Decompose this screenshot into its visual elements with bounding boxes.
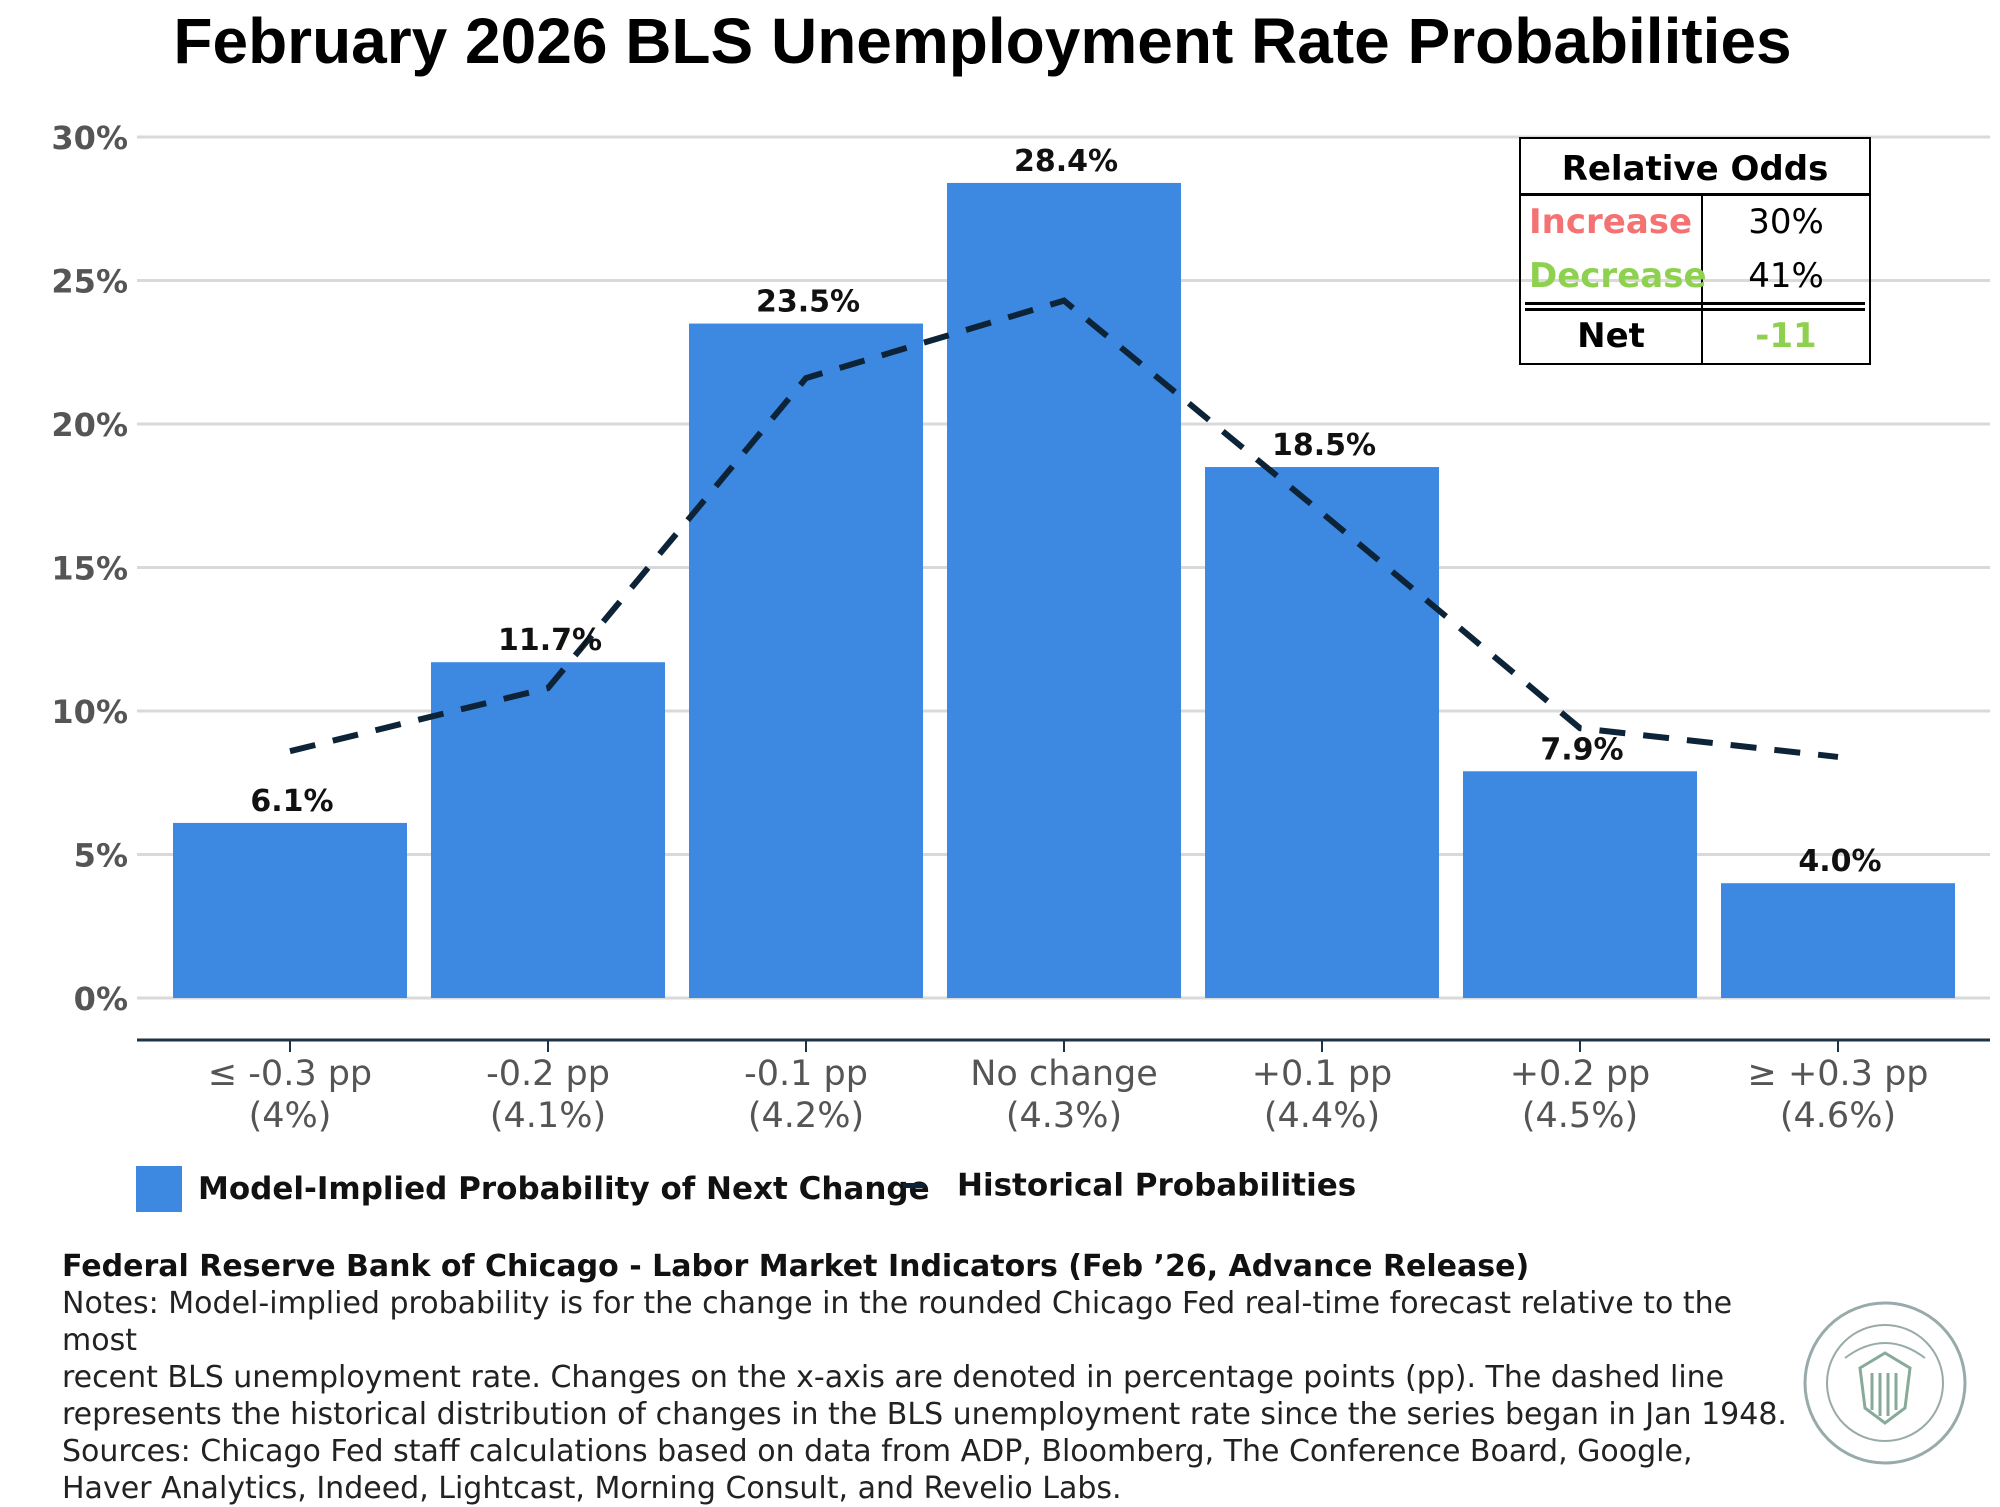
x-tick-label: No change	[970, 1054, 1158, 1094]
net-label: Net	[1577, 316, 1645, 356]
decrease-value: 41%	[1748, 256, 1824, 296]
legend-item-model: Model-Implied Probability of Next Change	[136, 1166, 930, 1212]
bar	[947, 182, 1181, 999]
legend-label: Historical Probabilities	[957, 1167, 1357, 1204]
relative-odds-table: Relative Odds Increase 30% Decrease 41% …	[1519, 137, 1871, 365]
bar	[1205, 467, 1439, 998]
chicago-fed-seal-logo	[1803, 1301, 1967, 1465]
y-tick-label: 25%	[51, 263, 128, 301]
source-line: Federal Reserve Bank of Chicago - Labor …	[62, 1249, 1530, 1284]
x-tick-sublabel: (4%)	[249, 1096, 332, 1136]
y-tick-label: 0%	[74, 980, 128, 1018]
x-tick-label: ≤ -0.3 pp	[208, 1054, 372, 1094]
data-label: 6.1%	[250, 784, 333, 819]
x-tick-sublabel: (4.2%)	[748, 1096, 864, 1136]
legend-item-historical: Historical Probabilities	[903, 1166, 1356, 1204]
y-tick-label: 20%	[51, 406, 128, 444]
y-tick-label: 10%	[51, 693, 128, 731]
decrease-label: Decrease	[1529, 256, 1707, 296]
y-tick-label: 15%	[51, 550, 128, 588]
footer-notes: Federal Reserve Bank of Chicago - Labor …	[62, 1248, 1812, 1507]
x-tick-label: ≥ +0.3 pp	[1748, 1054, 1929, 1094]
note-line: Notes: Model-implied probability is for …	[62, 1286, 1733, 1358]
x-tick-sublabel: (4.3%)	[1006, 1096, 1122, 1136]
x-tick-sublabel: (4.4%)	[1264, 1096, 1380, 1136]
data-label: 11.7%	[498, 623, 602, 658]
data-label: 18.5%	[1272, 428, 1376, 463]
odds-header: Relative Odds	[1521, 139, 1869, 196]
increase-value: 30%	[1748, 202, 1824, 242]
x-tick-sublabel: (4.6%)	[1780, 1096, 1896, 1136]
note-line: Haver Analytics, Indeed, Lightcast, Morn…	[62, 1471, 1122, 1506]
bar	[173, 822, 407, 998]
x-tick-label: -0.2 pp	[486, 1054, 610, 1094]
legend-label: Model-Implied Probability of Next Change	[198, 1171, 930, 1207]
y-tick-label: 30%	[51, 119, 128, 157]
bar	[1721, 883, 1955, 998]
x-tick-sublabel: (4.1%)	[490, 1096, 606, 1136]
x-tick-label: +0.1 pp	[1252, 1054, 1393, 1094]
legend-dash-swatch	[903, 1183, 925, 1188]
data-label: 23.5%	[756, 285, 860, 320]
divider	[1701, 196, 1703, 363]
note-line: recent BLS unemployment rate. Changes on…	[62, 1360, 1725, 1395]
divider	[1525, 302, 1865, 311]
increase-label: Increase	[1529, 202, 1693, 242]
legend-bar-swatch	[136, 1166, 182, 1212]
note-line: Sources: Chicago Fed staff calculations …	[62, 1434, 1693, 1469]
bar	[431, 662, 665, 998]
x-tick-label: -0.1 pp	[744, 1054, 868, 1094]
bar	[1463, 771, 1697, 998]
bar	[689, 323, 923, 998]
x-tick-sublabel: (4.5%)	[1522, 1096, 1638, 1136]
data-label: 28.4%	[1014, 144, 1118, 179]
note-line: represents the historical distribution o…	[62, 1397, 1787, 1432]
historical-line	[289, 297, 1839, 760]
data-label: 4.0%	[1798, 844, 1881, 879]
y-tick-label: 5%	[74, 837, 128, 875]
chart-plot: 0% 5% 10% 15% 20% 25% 30% 6.1% 11.7% 23.5% 28.4% 18…	[51, 119, 1990, 1136]
chart-title: February 2026 BLS Unemployment Rate Prob…	[173, 5, 1792, 77]
net-value: -11	[1755, 316, 1817, 356]
data-label: 7.9%	[1540, 732, 1623, 767]
x-tick-label: +0.2 pp	[1510, 1054, 1651, 1094]
